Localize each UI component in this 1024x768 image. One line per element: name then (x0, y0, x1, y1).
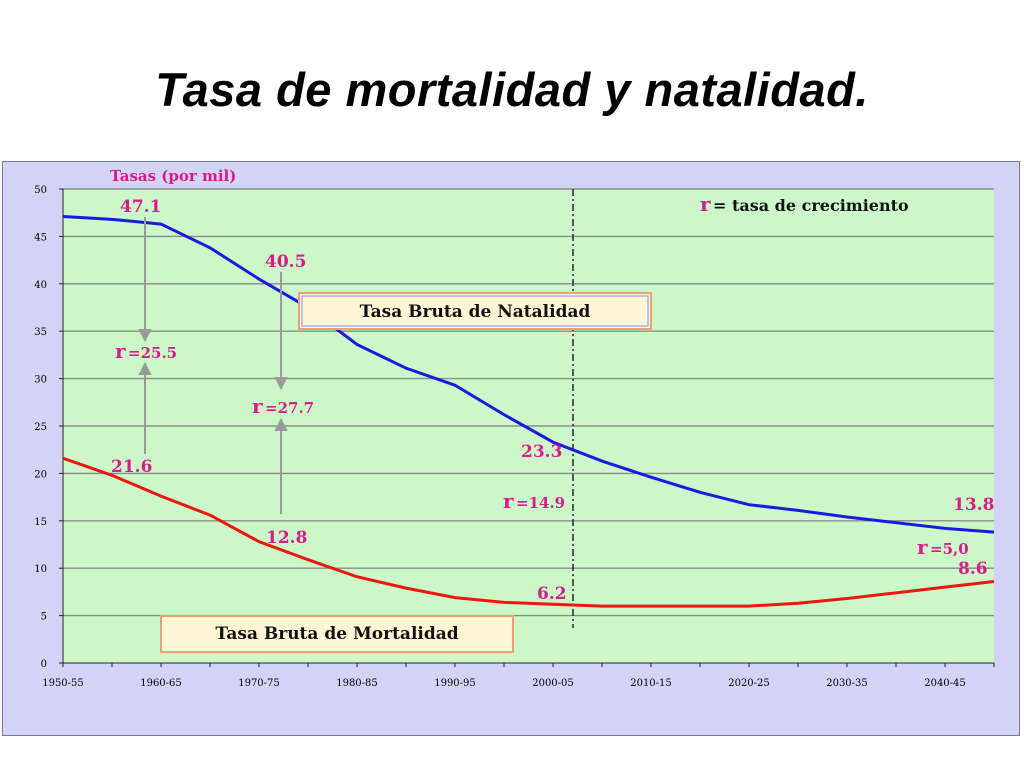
growth-label-1: r =25.5 (115, 339, 177, 363)
series-line-mortalidad (62, 456, 995, 608)
natalidad-label-text: Tasa Bruta de Natalidad (360, 302, 591, 322)
growth-symbol: r (917, 535, 928, 559)
value-label-40-5: 40.5 (265, 252, 306, 272)
series-line-natalidad (62, 214, 995, 534)
y-tick-labels: 0 5 10 15 20 25 30 35 40 45 50 (34, 185, 63, 670)
y-tick-label: 30 (34, 375, 47, 386)
x-tick-label: 2000-05 (532, 678, 574, 689)
growth-value: =5,0 (930, 540, 969, 558)
growth-symbol: r (503, 489, 514, 513)
value-label-13-8: 13.8 (953, 495, 994, 515)
x-tick-label: 2020-25 (728, 678, 770, 689)
y-tick-label: 35 (34, 327, 47, 338)
growth-legend-text: = tasa de crecimiento (713, 196, 909, 215)
growth-value: =27.7 (265, 399, 314, 417)
value-label-47-1: 47.1 (120, 197, 161, 217)
x-tick-label: 1980-85 (336, 678, 378, 689)
value-label-23-3: 23.3 (521, 442, 562, 462)
growth-legend-note: r = tasa de crecimiento (700, 192, 909, 216)
arrow-head-3 (274, 377, 288, 391)
y-tick-label: 5 (41, 612, 47, 623)
growth-symbol: r (252, 394, 263, 418)
y-tick-label: 40 (34, 280, 47, 291)
y-tick-label: 45 (34, 232, 47, 243)
slide-title: Tasa de mortalidad y natalidad. (155, 63, 869, 116)
value-label-8-6: 8.6 (958, 559, 988, 579)
arrow-head-1 (138, 329, 152, 343)
y-tick-label: 25 (34, 422, 47, 433)
growth-symbol: r (700, 192, 711, 216)
y-tick-label: 10 (34, 564, 47, 575)
x-tick-label: 2010-15 (630, 678, 672, 689)
growth-value: =25.5 (128, 344, 177, 362)
growth-label-3: r =14.9 (503, 489, 565, 513)
chart-svg: 0 5 10 15 20 25 30 35 40 45 50 1950-55 1960-65 1970-… (34, 167, 995, 689)
x-tick-labels: 1950-55 1960-65 1970-75 1980-85 1990-95 2000-… (42, 663, 995, 689)
growth-symbol: r (115, 339, 126, 363)
x-tick-label: 1990-95 (434, 678, 476, 689)
value-label-12-8: 12.8 (266, 528, 307, 548)
y-tick-label: 15 (34, 517, 47, 528)
chart-frame: 0 5 10 15 20 25 30 35 40 45 50 1950-55 1960-65 1970-… (2, 161, 1020, 736)
arrows (138, 217, 288, 514)
mortalidad-label-box: Tasa Bruta de Mortalidad (160, 615, 514, 653)
y-tick-label: 50 (34, 185, 47, 196)
y-axis-title: Tasas (por mil) (110, 167, 236, 185)
y-tick-label: 20 (34, 469, 47, 480)
growth-label-4: r =5,0 (917, 535, 969, 559)
x-tick-label: 1970-75 (238, 678, 280, 689)
value-label-6-2: 6.2 (537, 584, 567, 604)
y-tick-label: 0 (41, 659, 47, 670)
x-tick-label: 1960-65 (140, 678, 182, 689)
arrow-head-4 (274, 417, 288, 431)
growth-label-2: r =27.7 (252, 394, 314, 418)
x-tick-label: 2040-45 (924, 678, 966, 689)
growth-value: =14.9 (516, 494, 565, 512)
mortalidad-label-text: Tasa Bruta de Mortalidad (215, 624, 458, 644)
x-tick-label: 1950-55 (42, 678, 84, 689)
natalidad-label-box: Tasa Bruta de Natalidad (298, 292, 652, 330)
x-tick-label: 2030-35 (826, 678, 868, 689)
value-label-21-6: 21.6 (111, 457, 152, 477)
arrow-head-2 (138, 361, 152, 375)
